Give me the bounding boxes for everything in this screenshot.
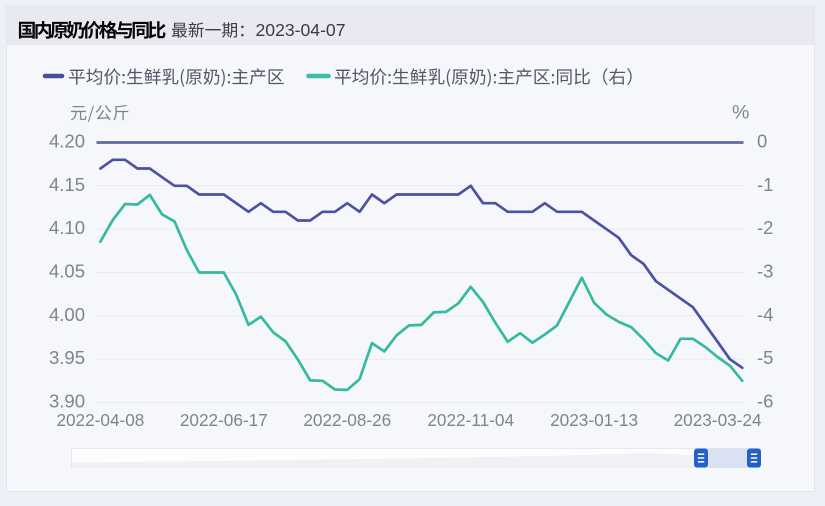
svg-text:2023-04-07: 2023-04-07 [256, 20, 346, 40]
svg-text:2023-01-13: 2023-01-13 [550, 410, 638, 430]
svg-text:-3: -3 [757, 261, 773, 282]
svg-text:4.00: 4.00 [49, 304, 85, 325]
svg-text:3.90: 3.90 [49, 391, 85, 412]
svg-text:2022-06-17: 2022-06-17 [180, 410, 268, 430]
svg-text:-5: -5 [757, 347, 773, 368]
svg-text:2022-08-26: 2022-08-26 [303, 410, 391, 430]
svg-text:4.10: 4.10 [49, 217, 85, 238]
svg-text:-1: -1 [757, 174, 773, 195]
svg-text:4.15: 4.15 [49, 174, 85, 195]
svg-text:-2: -2 [757, 217, 773, 238]
svg-text:2023-03-24: 2023-03-24 [674, 410, 762, 430]
svg-text:2022-04-08: 2022-04-08 [56, 410, 144, 430]
svg-text:%: % [732, 102, 749, 124]
svg-text:-6: -6 [757, 391, 773, 412]
svg-text:-4: -4 [757, 304, 773, 325]
svg-text:3.95: 3.95 [49, 347, 85, 368]
svg-text:2022-11-04: 2022-11-04 [427, 410, 514, 430]
svg-text:4.20: 4.20 [49, 131, 85, 152]
svg-text:0: 0 [757, 131, 767, 152]
svg-text:4.05: 4.05 [49, 261, 85, 282]
